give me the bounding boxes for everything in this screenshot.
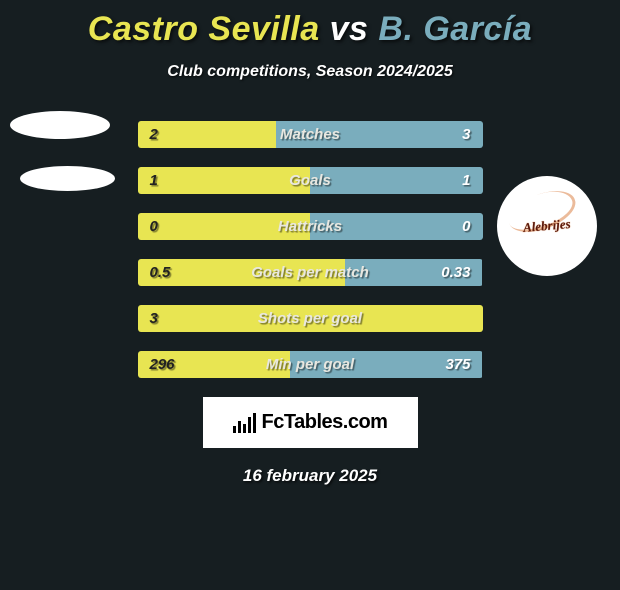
stat-overlay: 3 Shots per goal xyxy=(138,305,483,332)
stat-label: Matches xyxy=(280,126,340,143)
club-logo-right: Alebrijes xyxy=(497,176,602,261)
stat-row: 2 Matches 3 xyxy=(138,121,483,148)
stat-overlay: 2 Matches 3 xyxy=(138,121,483,148)
title-vs: vs xyxy=(320,10,379,48)
brand-chart-icon xyxy=(233,413,256,433)
stat-row: 1 Goals 1 xyxy=(138,167,483,194)
ellipse-icon xyxy=(10,111,110,139)
stat-overlay: 296 Min per goal 375 xyxy=(138,351,483,378)
comparison-content: Alebrijes 2 Matches 3 1 Goals 1 0 Hattricks 0 0.5… xyxy=(0,121,620,486)
stat-value-left: 0.5 xyxy=(150,264,171,281)
stat-row: 0.5 Goals per match 0.33 xyxy=(138,259,483,286)
stat-value-right: 3 xyxy=(462,126,470,143)
brand-text: FcTables.com xyxy=(262,411,388,434)
stat-value-right: 1 xyxy=(462,172,470,189)
stat-value-right: 0.33 xyxy=(441,264,470,281)
stat-row: 296 Min per goal 375 xyxy=(138,351,483,378)
stat-label: Goals per match xyxy=(251,264,369,281)
page-title: Castro Sevilla vs B. García xyxy=(0,10,620,49)
stat-overlay: 0 Hattricks 0 xyxy=(138,213,483,240)
stat-value-left: 0 xyxy=(150,218,158,235)
brand-box[interactable]: FcTables.com xyxy=(203,397,418,448)
stat-label: Goals xyxy=(289,172,331,189)
club-badge-text: Alebrijes xyxy=(523,216,572,236)
stat-value-right: 375 xyxy=(445,356,470,373)
subtitle: Club competitions, Season 2024/2025 xyxy=(0,63,620,81)
stat-value-left: 2 xyxy=(150,126,158,143)
stat-row: 0 Hattricks 0 xyxy=(138,213,483,240)
stat-overlay: 0.5 Goals per match 0.33 xyxy=(138,259,483,286)
stat-label: Min per goal xyxy=(266,356,354,373)
date-label: 16 february 2025 xyxy=(0,466,620,486)
club-badge: Alebrijes xyxy=(497,176,597,276)
title-player1: Castro Sevilla xyxy=(88,10,320,48)
stat-label: Hattricks xyxy=(278,218,342,235)
stat-label: Shots per goal xyxy=(258,310,362,327)
stat-value-left: 1 xyxy=(150,172,158,189)
ellipse-icon xyxy=(20,166,115,191)
stat-value-right: 0 xyxy=(462,218,470,235)
stat-value-left: 296 xyxy=(150,356,175,373)
club-logo-left-2 xyxy=(20,166,120,241)
title-player2: B. García xyxy=(378,10,532,48)
stat-value-left: 3 xyxy=(150,310,158,327)
stat-overlay: 1 Goals 1 xyxy=(138,167,483,194)
stat-row: 3 Shots per goal xyxy=(138,305,483,332)
stats-list: 2 Matches 3 1 Goals 1 0 Hattricks 0 0.5 Goals per … xyxy=(138,121,483,378)
